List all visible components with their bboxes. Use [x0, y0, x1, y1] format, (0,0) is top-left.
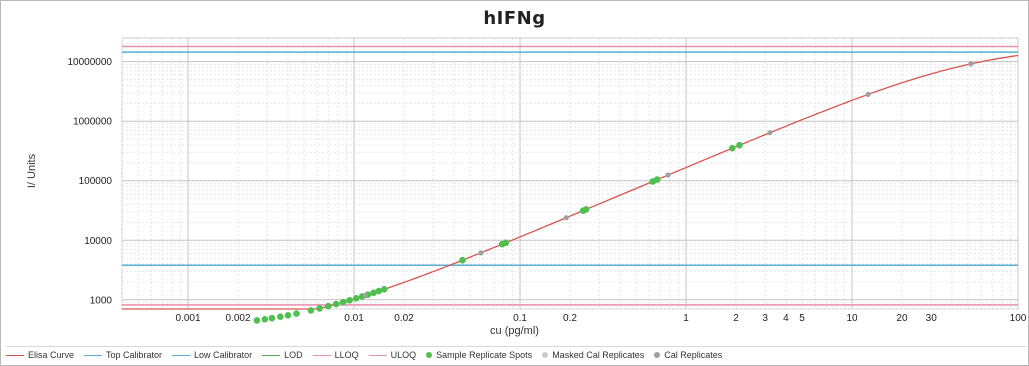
- x-tick-label: 3: [762, 313, 768, 324]
- sample-replicate-point: [325, 302, 332, 310]
- legend-item: Elisa Curve: [6, 350, 74, 360]
- sample-replicate-point: [375, 287, 383, 295]
- legend-dot-swatch: [542, 352, 549, 358]
- sample-replicate-point: [459, 256, 466, 264]
- cal-replicate-point: [968, 61, 974, 67]
- sample-replicate-point: [316, 305, 323, 312]
- legend-label: Top Calibrator: [106, 350, 163, 360]
- sample-replicate-point: [253, 317, 261, 324]
- x-tick-label: 5: [799, 313, 805, 324]
- x-tick-label: 20: [896, 313, 908, 324]
- sample-replicate-point: [346, 297, 353, 304]
- sample-replicate-point: [370, 289, 377, 297]
- cal-replicate-point: [563, 215, 569, 221]
- legend-label: Cal Replicates: [664, 350, 723, 360]
- x-tick-label: 0.001: [176, 313, 201, 324]
- x-tick-label: 0.1: [513, 313, 527, 324]
- legend-label: Sample Replicate Spots: [436, 350, 533, 360]
- sample-replicate-point: [284, 312, 292, 319]
- cal-replicate-point: [478, 250, 484, 256]
- legend-item: LOD: [262, 350, 303, 360]
- x-tick-label: 0.02: [394, 313, 414, 324]
- legend-label: Elisa Curve: [28, 350, 75, 360]
- sample-replicate-point: [736, 141, 743, 149]
- sample-replicate-point: [380, 286, 388, 293]
- chart-title: hIFNg: [483, 8, 546, 29]
- x-tick-label: 30: [926, 313, 938, 324]
- x-tick-label: 2: [733, 313, 739, 324]
- sample-replicate-point: [332, 300, 340, 308]
- legend-item: Low Calibrator: [172, 350, 252, 360]
- legend-item: LLOQ: [312, 350, 359, 360]
- sample-replicate-point: [339, 298, 347, 306]
- y-tick-label: 10000: [84, 236, 112, 247]
- legend-line-swatch: [368, 354, 387, 356]
- legend-item: Sample Replicate Spots: [426, 350, 532, 360]
- sample-replicate-point: [268, 314, 276, 322]
- legend-line-swatch: [6, 354, 24, 356]
- sample-replicate-point: [307, 307, 315, 314]
- x-tick-label: 0.002: [226, 313, 251, 324]
- legend-item: ULOQ: [368, 350, 417, 360]
- sample-replicate-point: [352, 295, 360, 302]
- legend-item: Cal Replicates: [654, 350, 722, 360]
- sample-replicate-point: [261, 316, 269, 323]
- legend-label: LOD: [284, 350, 303, 360]
- sample-replicate-point: [582, 206, 590, 213]
- x-tick-label: 1: [683, 313, 689, 324]
- legend-label: Low Calibrator: [194, 350, 253, 360]
- legend-label: LLOQ: [334, 350, 359, 360]
- x-tick-label: 10: [846, 313, 858, 324]
- legend-dot-swatch: [426, 352, 433, 358]
- y-tick-label: 10000000: [68, 57, 113, 68]
- x-tick-label: 0.2: [563, 313, 577, 324]
- legend-line-swatch: [84, 354, 103, 356]
- legend-label: ULOQ: [390, 350, 417, 360]
- legend-line-swatch: [172, 354, 191, 356]
- cal-replicate-point: [362, 292, 368, 299]
- legend-dot-swatch: [654, 352, 661, 358]
- legend-line-swatch: [312, 354, 331, 356]
- x-tick-label: 100: [1010, 313, 1027, 324]
- y-tick-label: 1000: [90, 295, 113, 306]
- legend: Elisa Curve Top Calibrator Low Calibrator L…: [6, 346, 1026, 363]
- legend-label: Masked Cal Replicates: [552, 350, 645, 360]
- legend-line-swatch: [262, 354, 281, 356]
- sample-replicate-point: [653, 176, 661, 183]
- cal-replicate-point: [865, 91, 871, 97]
- x-tick-label: 0.01: [344, 313, 364, 324]
- cal-replicate-point: [767, 130, 773, 136]
- x-tick-label: 4: [783, 313, 789, 324]
- cal-replicate-point: [665, 172, 671, 178]
- sample-replicate-point: [277, 313, 284, 321]
- legend-item: Masked Cal Replicates: [542, 350, 644, 360]
- sample-replicate-point: [729, 144, 736, 152]
- y-tick-label: 1000000: [73, 117, 112, 128]
- y-tick-label: 100000: [79, 176, 113, 187]
- sample-replicate-point: [502, 239, 510, 247]
- x-axis-label: cu (pg/ml): [490, 325, 539, 337]
- legend-item: Top Calibrator: [84, 350, 162, 360]
- sample-replicate-point: [293, 310, 300, 317]
